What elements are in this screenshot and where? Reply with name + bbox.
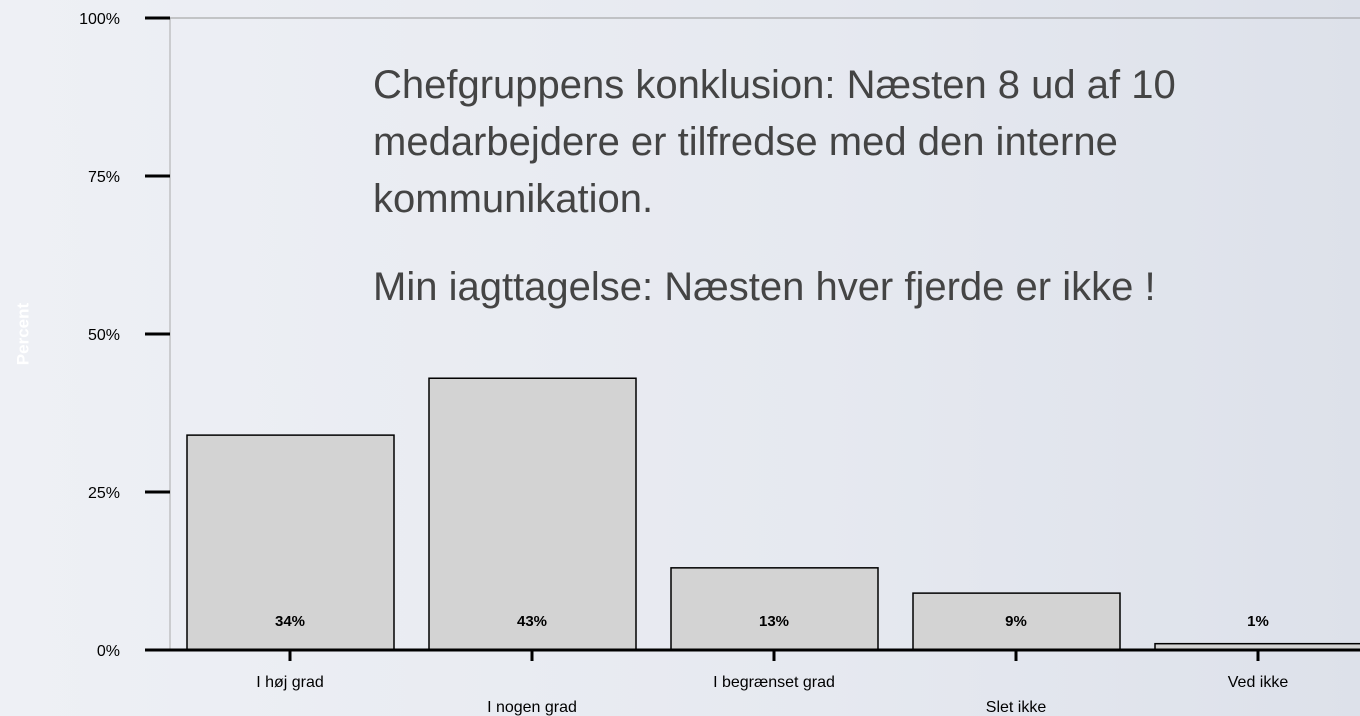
x-tick-label: Ved ikke bbox=[1228, 674, 1289, 691]
x-tick-label: Slet ikke bbox=[986, 699, 1047, 716]
bar bbox=[428, 377, 637, 651]
y-tick-label: 0% bbox=[97, 643, 120, 660]
y-tick-label: 75% bbox=[88, 169, 120, 186]
y-axis-label: Percent bbox=[13, 302, 32, 365]
data-label: 34% bbox=[275, 613, 305, 630]
annotation: medarbejdere er tilfredse med den intern… bbox=[373, 120, 1118, 164]
bar bbox=[912, 592, 1121, 651]
data-label: 43% bbox=[517, 613, 547, 630]
data-label: 9% bbox=[1005, 613, 1027, 630]
bar bbox=[670, 567, 879, 651]
annotation: Min iagttagelse: Næsten hver fjerde er i… bbox=[373, 265, 1156, 309]
y-tick-label: 50% bbox=[88, 327, 120, 344]
annotation: kommunikation. bbox=[373, 177, 653, 221]
x-tick-label: I begrænset grad bbox=[713, 674, 835, 691]
y-tick-label: 100% bbox=[79, 11, 120, 28]
data-label: 1% bbox=[1247, 613, 1269, 630]
y-tick-label: 25% bbox=[88, 485, 120, 502]
x-tick-label: I nogen grad bbox=[487, 699, 577, 716]
x-tick-label: I høj grad bbox=[256, 674, 324, 691]
annotation: Chefgruppens konklusion: Næsten 8 ud af … bbox=[373, 63, 1176, 107]
data-label: 13% bbox=[759, 613, 789, 630]
